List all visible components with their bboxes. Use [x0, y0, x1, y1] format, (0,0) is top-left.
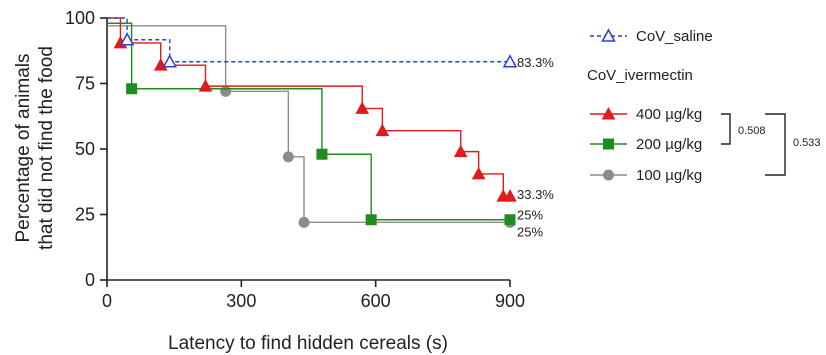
legend-label: CoV_saline	[636, 28, 713, 45]
y-tick-label: 100	[65, 8, 95, 28]
legend-marker	[603, 138, 614, 150]
end-value-label: 33.3%	[517, 187, 554, 202]
series-100-g-kg	[107, 25, 516, 228]
data-point	[503, 189, 517, 202]
comparison-brackets: 0.508 0.533	[721, 113, 821, 176]
data-point	[365, 214, 377, 226]
comparison-bracket: 0.533	[765, 113, 821, 176]
y-tick-label: 25	[75, 205, 95, 225]
y-axis-title-line1: Percentage of animals	[13, 53, 34, 242]
series-line	[107, 22, 510, 221]
axis-ticks: 0 300 600 900 0 25 50 75 100	[65, 8, 525, 311]
legend-label: 400 µg/kg	[636, 106, 702, 123]
series-400-g-kg	[107, 17, 517, 202]
legend-marker	[601, 106, 616, 120]
data-point	[119, 32, 135, 46]
bracket-line	[721, 113, 731, 145]
legend: CoV_ivermectin CoV_saline 400 µg/kg 200 µg…	[587, 28, 713, 184]
y-tick-label: 50	[75, 139, 95, 159]
x-tick-label: 600	[361, 291, 391, 311]
data-point	[282, 151, 294, 163]
legend-label: 200 µg/kg	[636, 136, 702, 153]
data-point	[502, 54, 518, 68]
comparison-bracket: 0.508	[721, 113, 766, 145]
data-point	[298, 216, 310, 228]
legend-item: 100 µg/kg	[590, 167, 702, 184]
data-point	[355, 101, 370, 114]
p-value-label: 0.508	[738, 125, 766, 137]
data-point	[126, 83, 138, 95]
data-point	[471, 166, 486, 180]
legend-item: 200 µg/kg	[590, 136, 702, 153]
x-tick-label: 300	[226, 291, 256, 311]
legend-marker	[601, 28, 616, 42]
bracket-line	[765, 113, 786, 176]
x-axis-title: Latency to find hidden cereals (s)	[168, 333, 448, 354]
end-value-label: 83.3%	[517, 55, 554, 70]
legend-group-label: CoV_ivermectin	[587, 67, 693, 84]
data-point	[453, 144, 468, 158]
end-value-label: 25%	[517, 224, 543, 239]
y-tick-label: 75	[75, 74, 95, 94]
series-line	[107, 17, 510, 63]
x-tick-label: 900	[495, 291, 525, 311]
legend-item: 400 µg/kg	[590, 106, 702, 123]
legend-marker	[603, 169, 614, 181]
data-point	[375, 123, 390, 137]
data-point	[504, 214, 516, 226]
p-value-label: 0.533	[793, 137, 821, 149]
series-line	[107, 25, 510, 224]
legend-item: CoV_saline	[590, 28, 713, 45]
series-200-g-kg	[107, 22, 516, 226]
end-value-label: 25%	[517, 208, 543, 223]
data-point	[162, 54, 177, 68]
x-tick-label: 0	[102, 291, 112, 311]
data-point	[316, 148, 328, 160]
series-line	[107, 17, 510, 197]
plot-area: 83.3% 33.3% 25%25%	[107, 17, 554, 239]
data-point	[220, 85, 232, 97]
data-point	[198, 79, 213, 92]
y-axis-title-line2: that did not find the food	[36, 46, 57, 250]
y-tick-label: 0	[85, 270, 95, 290]
legend-label: 100 µg/kg	[636, 167, 702, 184]
series-cov-saline	[107, 17, 518, 68]
